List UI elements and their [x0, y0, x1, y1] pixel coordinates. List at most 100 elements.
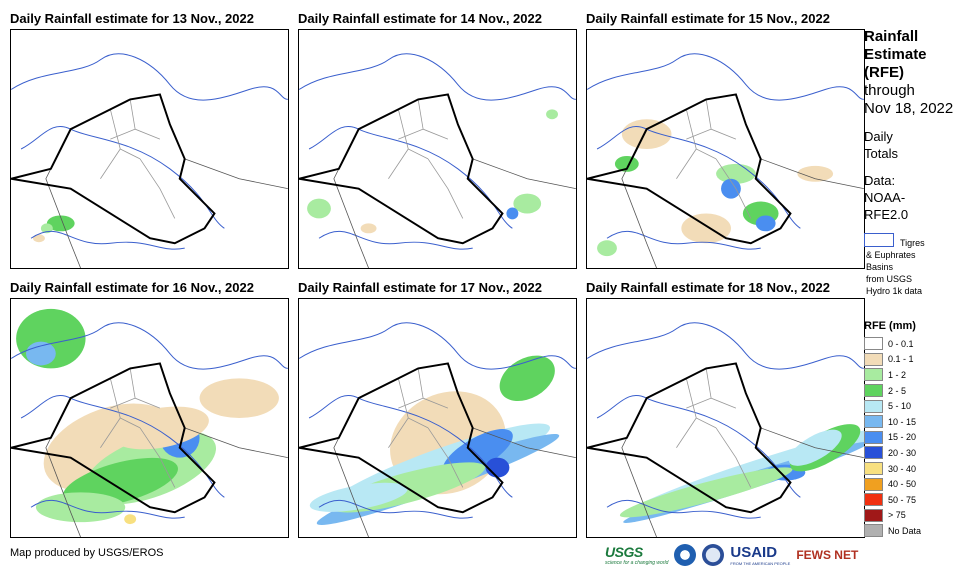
province-boundary [388, 368, 464, 488]
rainfall-map-nov-17 [299, 322, 576, 537]
partner-logos: USGS science for a changing world USAID … [605, 542, 858, 568]
rfe-swatch [864, 508, 883, 522]
rfe-swatch [864, 430, 883, 444]
map-boundaries [299, 53, 576, 268]
rainfall-patch [46, 215, 75, 232]
basin-outline-swatch [864, 233, 894, 247]
rfe-label: 1 - 2 [888, 369, 907, 380]
rainfall-patch [614, 155, 639, 172]
neighbor-border [472, 158, 576, 190]
rfe-swatch [864, 493, 883, 507]
province-boundary [676, 368, 752, 488]
province-boundary [100, 99, 176, 219]
map-panel-nov-16 [10, 298, 289, 538]
rfe-swatch [864, 337, 883, 351]
panel-title-nov-13: Daily Rainfall estimate for 13 Nov., 202… [10, 11, 254, 26]
rfe-legend-row: 0.1 - 1 [864, 352, 921, 368]
country-boundary [299, 93, 504, 245]
neighbor-border [472, 427, 576, 459]
basin-text-line: from USGS [866, 274, 913, 284]
map-panel-nov-14 [298, 29, 577, 269]
country-boundary [11, 93, 216, 245]
legend-data-line: RFE2.0 [864, 207, 909, 222]
rainfall-patch [499, 355, 555, 402]
map-boundaries [11, 53, 288, 268]
map-panel-nov-15 [586, 29, 865, 269]
rainfall-patch [199, 378, 279, 418]
rfe-legend-row: 0 - 0.1 [864, 336, 921, 352]
legend-title-line: (RFE) [864, 64, 904, 81]
rainfall-field [309, 355, 560, 525]
neighbor-border [184, 427, 288, 459]
usaid-logo: USAID FROM THE AMERICAN PEOPLE [730, 544, 790, 566]
legend-title-line: Estimate [864, 46, 927, 63]
usaid-seal-icon [702, 544, 725, 566]
legend-data-line: Data: [864, 173, 896, 188]
rfe-label: 20 - 30 [888, 447, 917, 458]
country-boundary [587, 362, 792, 514]
province-boundary [388, 99, 464, 219]
rainfall-patch [546, 109, 558, 120]
country-boundary [299, 362, 504, 514]
rainfall-patch [309, 482, 408, 512]
map-panel-nov-13 [10, 29, 289, 269]
rfe-legend-row: 2 - 5 [864, 383, 921, 399]
basin-boundary [318, 499, 473, 519]
rfe-legend-row: 20 - 30 [864, 445, 921, 461]
map-boundaries [299, 322, 576, 537]
rfe-legend-row: 15 - 20 [864, 430, 921, 446]
basin-boundary [299, 322, 576, 370]
rainfall-patch [32, 234, 45, 243]
rainfall-patch [124, 514, 137, 525]
rfe-label: 2 - 5 [888, 385, 907, 396]
rainfall-map-nov-14 [299, 53, 576, 268]
country-boundary [11, 362, 216, 514]
usaid-tagline: FROM THE AMERICAN PEOPLE [730, 561, 791, 566]
rainfall-patch [26, 341, 56, 366]
legend-title-line: Rainfall [864, 28, 919, 45]
usgs-logo-text: USGS [605, 544, 643, 560]
legend-through: through [864, 82, 915, 99]
legend-date: Nov 18, 2022 [864, 100, 954, 117]
rainfall-patch [110, 406, 209, 450]
rfe-label: 5 - 10 [888, 401, 912, 412]
rainfall-field [16, 308, 279, 525]
rainfall-field [597, 119, 834, 257]
rainfall-patch [35, 492, 126, 523]
rfe-label: 30 - 40 [888, 463, 917, 474]
basin-legend-text: Tigres & Euphrates Basins from USGS Hydr… [866, 237, 966, 297]
rfe-swatch [864, 384, 883, 398]
basin-text-line: Hydro 1k data [866, 286, 923, 296]
rfe-legend-row: > 75 [864, 508, 921, 524]
rfe-swatch [864, 477, 883, 491]
rainfall-map-nov-18 [587, 322, 864, 537]
rfe-swatch [864, 462, 883, 476]
map-panel-nov-17 [298, 298, 577, 538]
rainfall-patch [597, 240, 617, 257]
legend-daily-line: Daily [864, 129, 893, 144]
rfe-legend-row: No Data [864, 523, 921, 539]
panel-title-nov-14: Daily Rainfall estimate for 14 Nov., 202… [298, 11, 542, 26]
rfe-legend-row: 10 - 15 [864, 414, 921, 430]
legend-daily-line: Totals [864, 146, 898, 161]
rfe-legend-row: 5 - 10 [864, 398, 921, 414]
basin-text-line: Basins [866, 262, 894, 272]
rainfall-patch [619, 467, 793, 518]
rfe-legend-row: 1 - 2 [864, 367, 921, 383]
rfe-label: 10 - 15 [888, 416, 917, 427]
rainfall-patch [360, 223, 377, 234]
rainfall-field [307, 109, 558, 234]
rfe-swatch [864, 352, 883, 366]
basin-boundary [606, 499, 761, 519]
rainfall-patch [721, 178, 741, 199]
rfe-label: 50 - 75 [888, 494, 917, 505]
rfe-legend-row: 30 - 40 [864, 461, 921, 477]
neighbor-border [760, 158, 864, 190]
neighbor-border [760, 427, 864, 459]
rainfall-patch [40, 223, 53, 234]
rfe-label: 0 - 0.1 [888, 338, 914, 349]
map-boundaries [11, 322, 288, 537]
country-boundary [587, 93, 792, 245]
rainfall-map-nov-15 [587, 53, 864, 268]
province-boundary [100, 368, 176, 488]
